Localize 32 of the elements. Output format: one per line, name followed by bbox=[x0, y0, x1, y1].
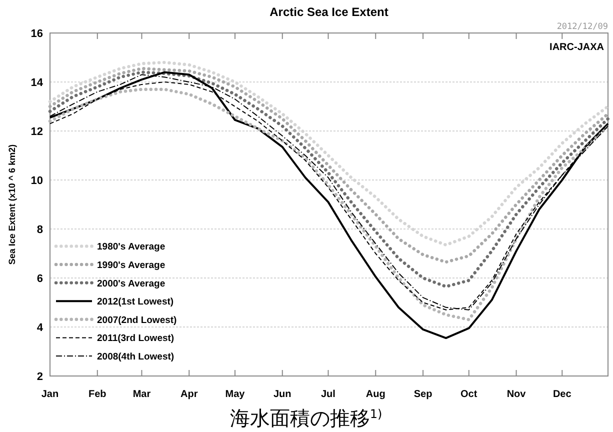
y-tick-label: 4 bbox=[36, 322, 44, 334]
x-tick-label: Jul bbox=[321, 389, 336, 400]
annotation: IARC-JAXA bbox=[550, 42, 604, 53]
text: 海水面積の推移$^{1)}$ bbox=[230, 406, 382, 430]
y-tick-label: 10 bbox=[30, 175, 43, 187]
x-tick-label: Oct bbox=[460, 389, 478, 400]
legend-label: 2012(1st Lowest) bbox=[97, 296, 174, 308]
x-tick-label: Feb bbox=[88, 389, 106, 400]
legend-label: 2008(4th Lowest) bbox=[97, 352, 174, 362]
text: 2012/12/09 bbox=[556, 22, 608, 32]
y-tick-label: 2 bbox=[36, 371, 43, 383]
legend-label: 2011(3rd Lowest) bbox=[97, 333, 174, 344]
x-tick-label: Sep bbox=[414, 389, 432, 400]
legend-label: 2000's Average bbox=[97, 278, 166, 290]
x-tick-label: Aug bbox=[366, 389, 386, 400]
x-tick-label: May bbox=[225, 389, 246, 400]
x-tick-label: Mar bbox=[132, 389, 151, 400]
x-tick-label: Jun bbox=[273, 389, 292, 400]
chart-title: Arctic Sea Ice Extent bbox=[270, 5, 388, 19]
x-tick-label: Jan bbox=[41, 389, 59, 400]
legend-label: 1980's Average bbox=[97, 242, 166, 253]
y-tick-label: 12 bbox=[30, 126, 43, 138]
legend-label: 1990's Average bbox=[97, 260, 166, 271]
x-tick-label: Nov bbox=[506, 389, 526, 400]
y-tick-label: 6 bbox=[36, 273, 43, 285]
y-tick-label: 14 bbox=[30, 77, 44, 89]
x-tick-label: Dec bbox=[552, 389, 572, 400]
y-tick-label: 8 bbox=[36, 224, 43, 236]
y-axis-title: Sea Ice Extent (x10 ^ 6 km2) bbox=[7, 144, 17, 265]
x-tick-label: Apr bbox=[180, 389, 198, 400]
legend-label: 2007(2nd Lowest) bbox=[97, 314, 177, 326]
y-tick-label: 16 bbox=[30, 28, 43, 40]
